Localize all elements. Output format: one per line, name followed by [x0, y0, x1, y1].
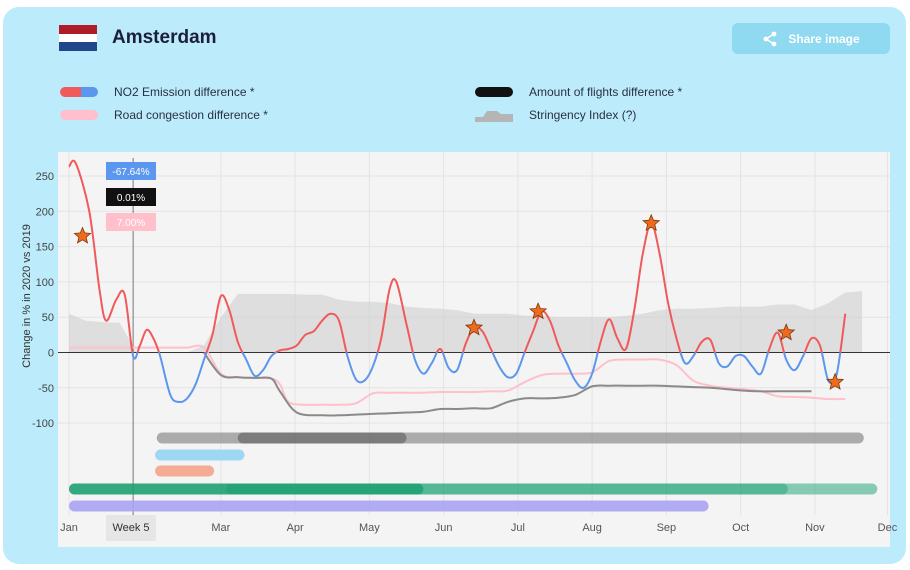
- tooltip-no2-value: -67.64%: [112, 167, 149, 178]
- share-icon: [763, 31, 777, 46]
- x-tick-label-0: Jan: [60, 522, 78, 534]
- x-tick-label-2: Apr: [287, 522, 304, 534]
- road-line: [69, 344, 846, 406]
- flag-stripe-blue: [59, 42, 97, 51]
- event-star-icon-2: [528, 302, 548, 320]
- y-tick-label-6: -50: [38, 383, 54, 395]
- flights-swatch: [475, 87, 513, 97]
- y-tick-label-4: 50: [42, 312, 54, 324]
- share-image-button[interactable]: Share image: [732, 23, 890, 54]
- tooltip-flights-bg: [106, 188, 156, 206]
- event-star-icon-5: [825, 372, 845, 390]
- measure-bar-1: [237, 432, 407, 444]
- legend-flights-label: Amount of flights difference *: [529, 85, 683, 99]
- tooltip-road-bg: [106, 213, 156, 231]
- week-label-bg: [106, 515, 156, 541]
- share-image-label: Share image: [788, 31, 860, 46]
- legend-road[interactable]: Road congestion difference *: [60, 108, 268, 122]
- event-star-icon-0: [73, 226, 92, 244]
- legend-stringency[interactable]: Stringency Index (?): [475, 108, 636, 122]
- x-axis-ticks: Jan Mar Apr May Jun Jul Aug Sep Oct Nov Dec: [60, 522, 898, 534]
- week-label: Week 5: [112, 522, 149, 534]
- y-tick-label-0: 250: [36, 171, 54, 183]
- x-tick-label-6: Aug: [582, 522, 602, 534]
- y-axis-title: Change in % in 2020 vs 2019: [21, 224, 33, 368]
- y-tick-label-7: -100: [32, 418, 54, 430]
- y-tick-label-1: 200: [36, 206, 54, 218]
- tooltip-road-value: 7.00%: [117, 218, 145, 229]
- tooltip-flights-value: 0.01%: [117, 193, 145, 204]
- tooltip-no2-bg: [106, 162, 156, 180]
- legend-road-label: Road congestion difference *: [114, 108, 268, 122]
- event-star-icon-1: [464, 318, 484, 336]
- road-swatch: [60, 110, 98, 120]
- legend-no2[interactable]: NO2 Emission difference *: [60, 85, 255, 99]
- legend-no2-label: NO2 Emission difference *: [114, 85, 255, 99]
- x-tick-label-8: Oct: [732, 522, 749, 534]
- city-title: Amsterdam: [112, 27, 217, 48]
- x-tick-label-7: Sep: [657, 522, 677, 534]
- legend-stringency-label: Stringency Index (?): [529, 108, 637, 122]
- x-tick-label-4: Jun: [435, 522, 453, 534]
- event-star-icon-3: [642, 213, 661, 232]
- measure-bar-2: [155, 449, 245, 461]
- stringency-area: [69, 291, 863, 353]
- x-tick-label-10: Dec: [878, 522, 898, 534]
- measure-bar-6: [225, 483, 788, 495]
- y-tick-label-5: 0: [48, 348, 54, 360]
- x-tick-label-1: Mar: [211, 522, 230, 534]
- event-star-icon-4: [777, 323, 796, 341]
- no2-line-below: [131, 352, 842, 404]
- netherlands-flag-icon: [59, 25, 97, 51]
- stringency-swatch-icon: [475, 111, 513, 122]
- measure-bars: [69, 432, 878, 512]
- measure-bar-7: [69, 500, 709, 512]
- week-tooltip: Week 5 -67.64% 0.01% 7.00%: [106, 162, 156, 541]
- no2-swatch: [60, 87, 98, 97]
- y-tick-label-3: 100: [36, 277, 54, 289]
- measure-bar-3: [155, 465, 215, 477]
- legend-flights[interactable]: Amount of flights difference *: [475, 85, 682, 99]
- flag-stripe-red: [59, 25, 97, 34]
- x-tick-label-9: Nov: [805, 522, 825, 534]
- y-tick-label-2: 150: [36, 242, 54, 254]
- flag-stripe-white: [59, 33, 97, 43]
- flights-line: [203, 351, 812, 417]
- x-tick-label-3: May: [359, 522, 380, 534]
- y-axis-ticks: 250 200 150 100 50 0 -50 -100: [32, 171, 54, 430]
- measure-bar-5: [69, 483, 424, 495]
- x-tick-label-5: Jul: [511, 522, 525, 534]
